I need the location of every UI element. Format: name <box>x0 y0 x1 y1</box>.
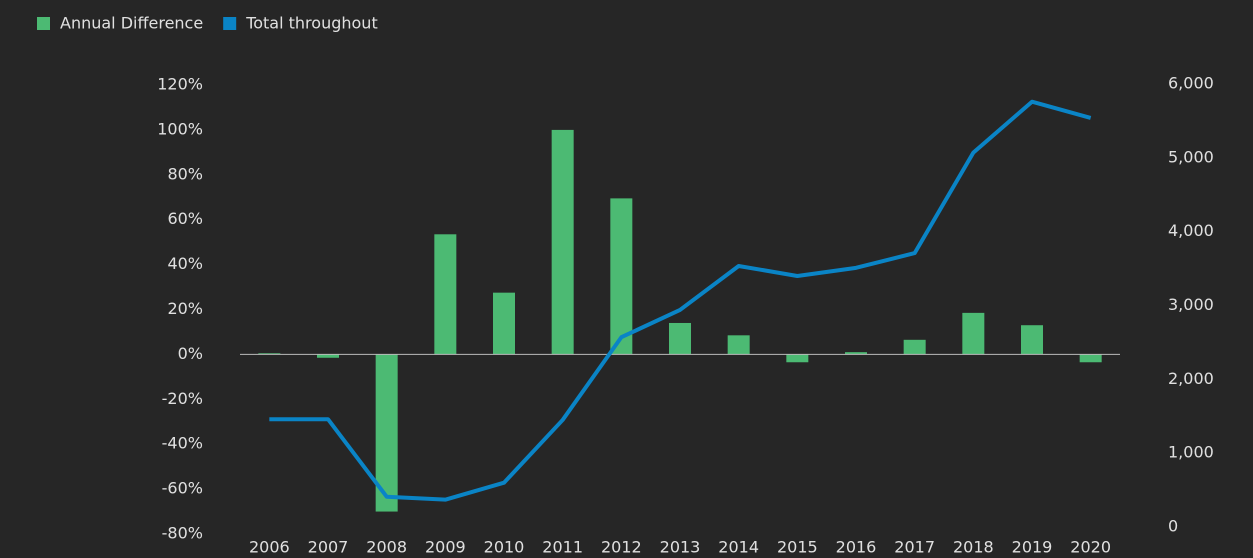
legend-label: Total throughout <box>245 14 378 33</box>
y2-tick-label: 5,000 <box>1168 147 1214 166</box>
bar <box>845 352 867 355</box>
bar <box>727 335 750 355</box>
x-tick-label: 2012 <box>601 538 642 557</box>
y-tick-label: -20% <box>162 389 203 408</box>
bar <box>1079 354 1102 363</box>
bar <box>1021 325 1043 355</box>
legend-swatch <box>223 17 237 30</box>
y-tick-label: 40% <box>167 254 203 273</box>
x-tick-label: 2015 <box>777 538 818 557</box>
x-tick-label: 2018 <box>953 538 994 557</box>
y-tick-label: 100% <box>157 119 203 138</box>
y2-tick-label: 3,000 <box>1168 295 1214 314</box>
x-tick-label: 2007 <box>308 538 349 557</box>
bar <box>786 354 809 363</box>
y2-tick-label: 4,000 <box>1168 221 1214 240</box>
bar <box>493 292 515 355</box>
x-tick-label: 2016 <box>836 538 877 557</box>
legend-label: Annual Difference <box>60 14 203 33</box>
bar <box>669 322 691 355</box>
y2-tick-label: 2,000 <box>1168 369 1214 388</box>
bar <box>610 198 633 355</box>
legend-swatch <box>37 17 50 30</box>
x-tick-label: 2010 <box>484 538 525 557</box>
y-tick-label: -40% <box>162 434 203 453</box>
bar <box>551 129 574 355</box>
bar <box>434 234 457 355</box>
y2-tick-label: 0 <box>1168 517 1178 536</box>
x-tick-label: 2020 <box>1070 538 1111 557</box>
y-tick-label: -60% <box>162 479 203 498</box>
line <box>269 99 1092 502</box>
bar <box>375 354 398 512</box>
x-tick-label: 2014 <box>718 538 759 557</box>
x-tick-label: 2017 <box>894 538 935 557</box>
y-tick-label: 80% <box>167 164 203 183</box>
bar <box>962 312 985 355</box>
y-tick-label: -80% <box>162 524 203 543</box>
bar <box>903 339 926 355</box>
y-tick-label: 20% <box>167 299 203 318</box>
y-tick-label: 0% <box>178 344 203 363</box>
x-tick-label: 2006 <box>249 538 290 557</box>
bar <box>317 354 339 358</box>
bar <box>258 353 281 355</box>
x-tick-label: 2009 <box>425 538 466 557</box>
y2-tick-label: 1,000 <box>1168 443 1214 462</box>
x-tick-label: 2008 <box>366 538 407 557</box>
x-tick-label: 2013 <box>660 538 701 557</box>
y2-tick-label: 6,000 <box>1168 74 1214 93</box>
y-tick-label: 60% <box>167 209 203 228</box>
x-tick-label: 2019 <box>1012 538 1053 557</box>
y-tick-label: 120% <box>157 75 203 94</box>
x-tick-label: 2011 <box>542 538 583 557</box>
